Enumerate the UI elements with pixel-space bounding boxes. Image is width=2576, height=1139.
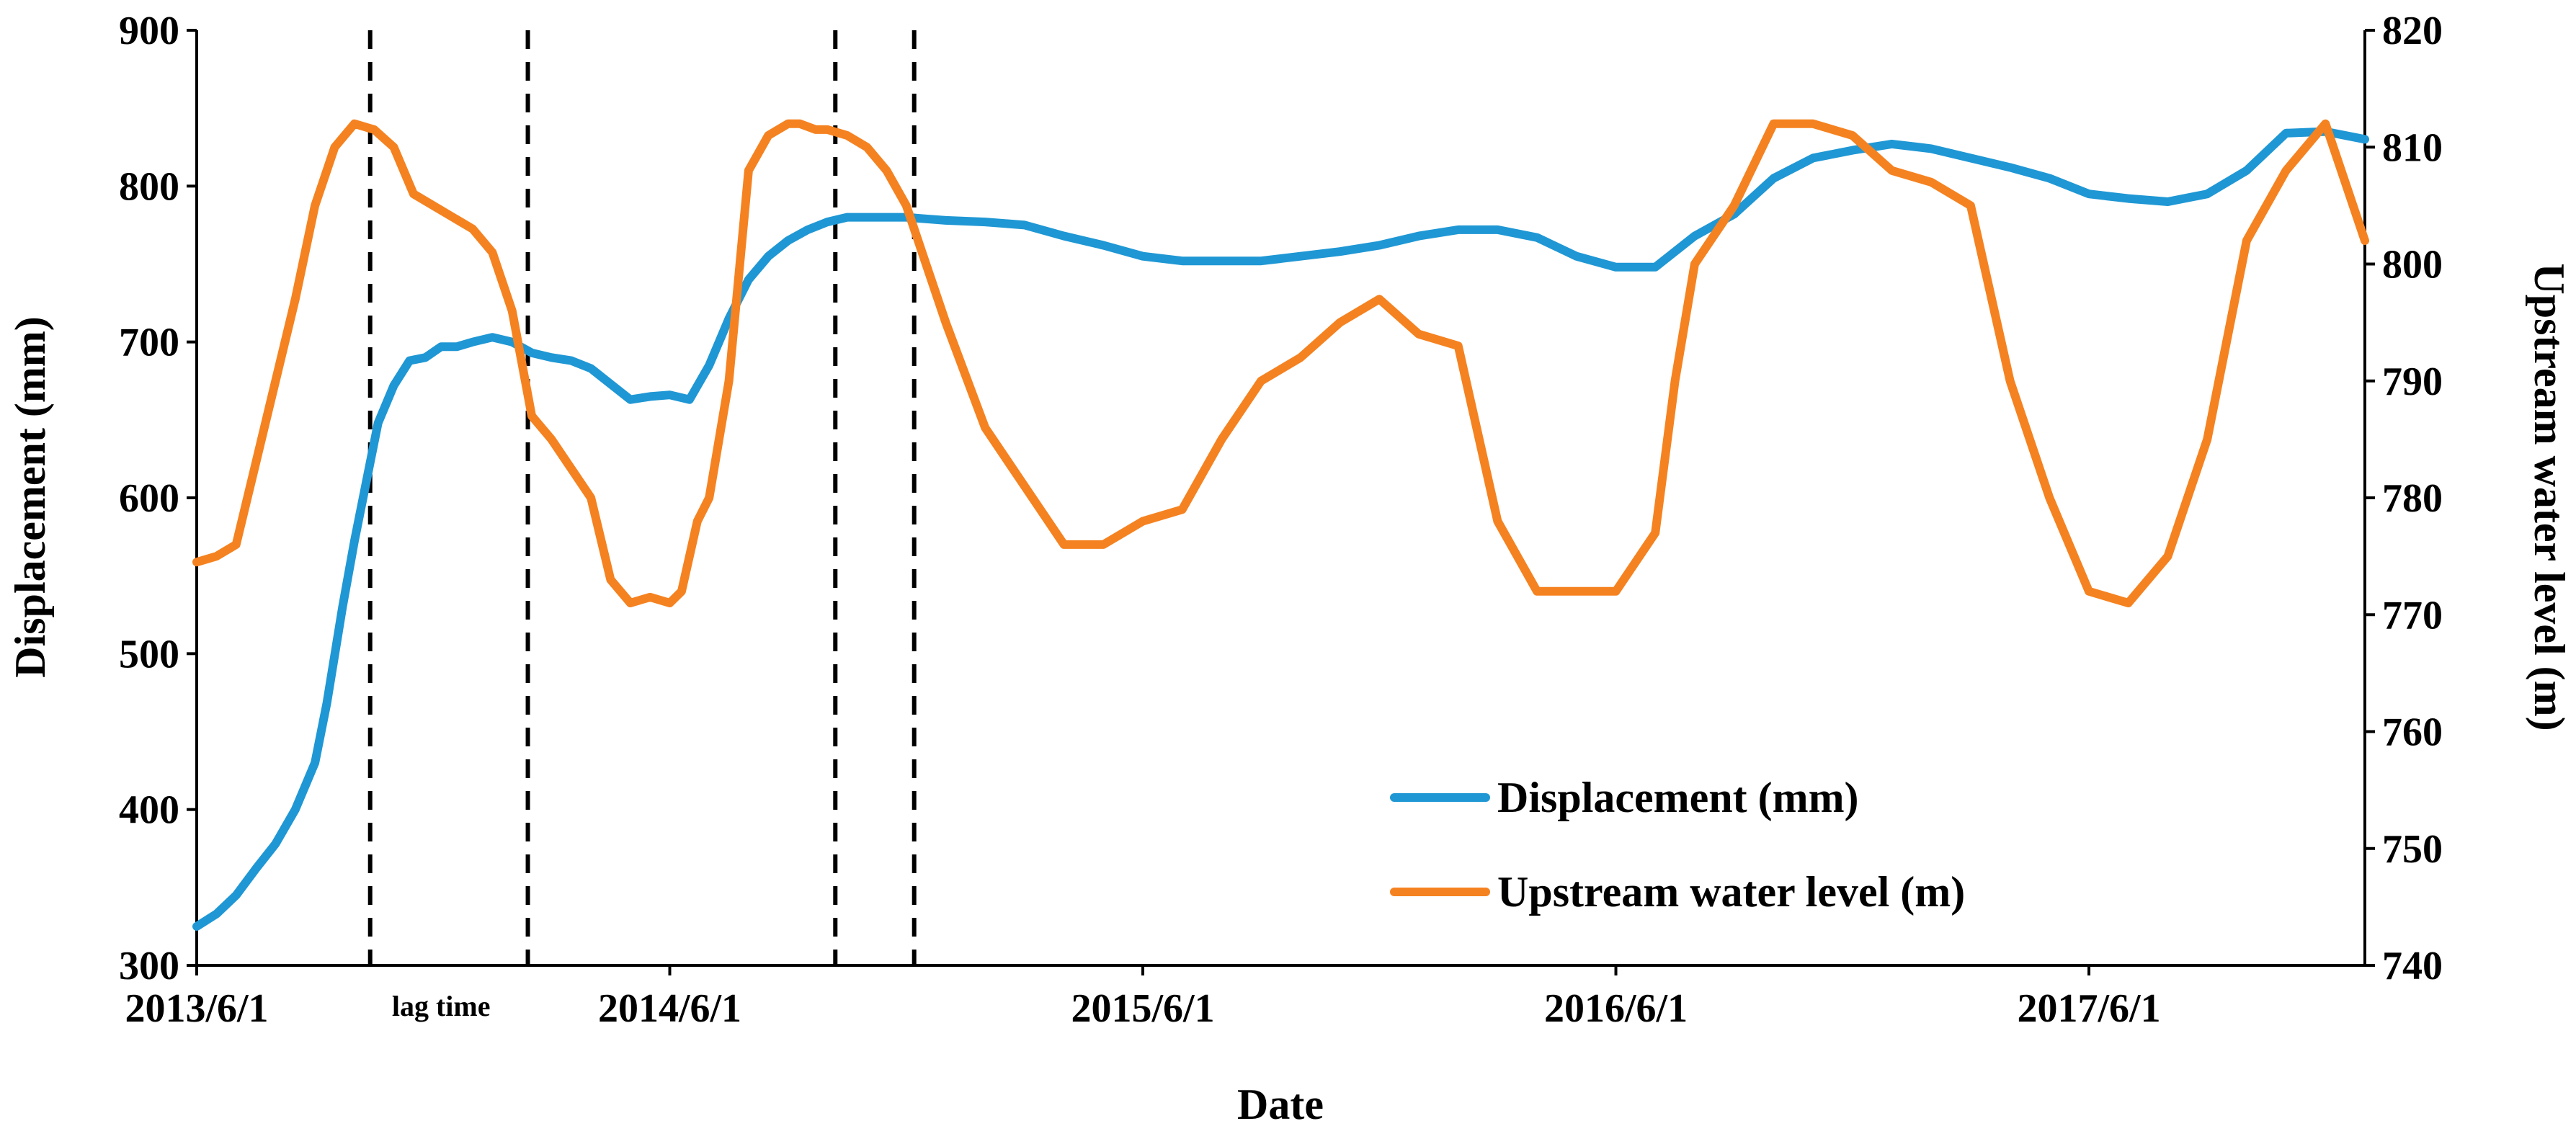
x-tick-label: 2014/6/1 — [598, 986, 741, 1031]
right-y-tick-label: 740 — [2382, 944, 2443, 988]
right-y-tick-label: 770 — [2382, 593, 2443, 638]
x-tick-label: 2017/6/1 — [2017, 986, 2160, 1031]
right-y-tick-label: 810 — [2382, 125, 2443, 170]
left-y-tick-label: 600 — [119, 476, 179, 521]
x-tick-label: 2013/6/1 — [125, 986, 268, 1031]
left-y-tick-label: 800 — [119, 164, 179, 209]
lag-time-annotation: lag time — [392, 990, 491, 1022]
left-y-tick-label: 300 — [119, 944, 179, 988]
right-y-tick-label: 750 — [2382, 827, 2443, 872]
right-y-tick-label: 760 — [2382, 710, 2443, 755]
water-level-series-line — [192, 119, 2369, 607]
right-y-tick-label: 790 — [2382, 359, 2443, 404]
x-tick-label: 2016/6/1 — [1544, 986, 1688, 1031]
displacement-series-line — [192, 127, 2369, 931]
x-tick-label: 2015/6/1 — [1071, 986, 1214, 1031]
right-y-axis-title: Upstream water level (m) — [2526, 263, 2573, 731]
left-y-tick-label: 500 — [119, 632, 179, 676]
right-y-tick-label: 800 — [2382, 243, 2443, 287]
axes — [195, 30, 2366, 967]
legend-label-displacement: Displacement (mm) — [1497, 774, 1859, 821]
left-y-axis-title: Displacement (mm) — [6, 316, 54, 678]
left-y-tick-label: 700 — [119, 321, 179, 365]
left-y-tick-label: 900 — [119, 9, 179, 53]
legend-label-water: Upstream water level (m) — [1497, 868, 1965, 916]
right-y-tick-label: 820 — [2382, 9, 2443, 53]
x-axis-title: Date — [1237, 1081, 1324, 1128]
legend: Displacement (mm) Upstream water level (… — [1390, 774, 1965, 916]
left-y-tick-label: 400 — [119, 788, 179, 833]
right-y-tick-label: 780 — [2382, 476, 2443, 521]
